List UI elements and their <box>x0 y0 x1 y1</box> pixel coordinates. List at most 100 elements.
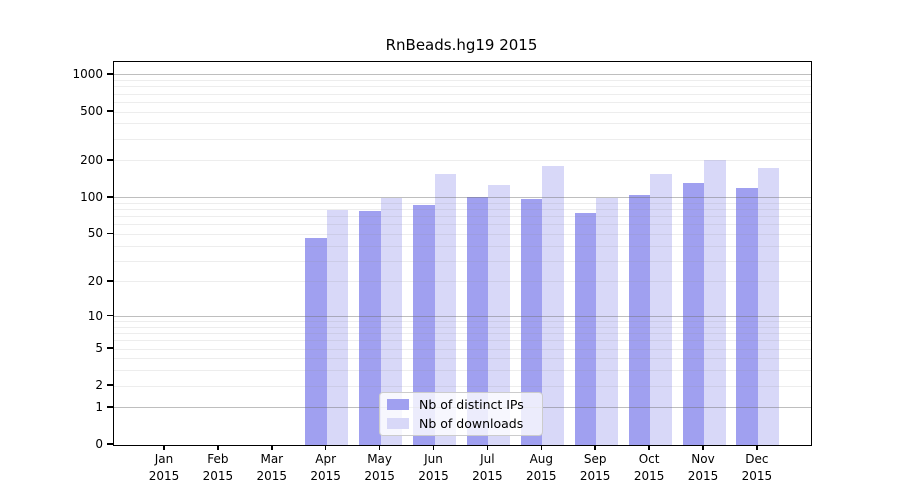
y-axis-tick <box>107 443 113 445</box>
x-tick-label-jan: Jan 2015 <box>148 452 180 483</box>
y-axis-tick <box>107 232 113 235</box>
gridline-400 <box>114 123 811 125</box>
y-tick-label: 0 <box>95 437 103 451</box>
x-axis-tick <box>378 445 381 450</box>
legend-item-downloads: Nb of downloads <box>380 416 542 431</box>
gridline-60 <box>114 224 811 226</box>
gridline-10 <box>114 316 811 318</box>
bar-downloads-oct <box>650 174 672 445</box>
gridline-70 <box>114 216 811 218</box>
bar-distinct-ips-jul <box>466 197 489 445</box>
x-tick-label-oct: Oct 2015 <box>633 452 665 483</box>
gridline-90 <box>114 202 811 204</box>
y-tick-label: 1 <box>95 399 103 414</box>
gridline-30 <box>114 260 811 262</box>
plot-area <box>113 61 812 446</box>
gridline-6 <box>114 340 811 342</box>
x-axis-tick <box>648 445 650 450</box>
y-axis-tick <box>107 347 113 349</box>
bar-downloads-sep <box>596 197 618 445</box>
bar-distinct-ips-aug <box>520 199 543 445</box>
gridline-800 <box>114 86 811 88</box>
x-axis-tick <box>594 445 596 450</box>
gridline-40 <box>114 245 811 247</box>
x-tick-label-feb: Feb 2015 <box>202 452 234 483</box>
y-tick-label: 200 <box>80 152 103 167</box>
bar-downloads-may <box>380 198 403 445</box>
y-tick-label: 500 <box>80 104 103 119</box>
gridline-600 <box>114 101 811 103</box>
y-tick-label: 50 <box>87 226 103 241</box>
y-tick-label: 5 <box>95 341 103 356</box>
y-axis-tick <box>107 159 113 161</box>
x-axis-tick <box>702 445 704 450</box>
x-axis-tick <box>756 445 758 450</box>
legend-swatch-distinct-ips <box>387 399 409 411</box>
x-axis-tick <box>486 445 489 450</box>
gridline-80 <box>114 209 811 211</box>
x-tick-label-jun: Jun 2015 <box>418 452 449 483</box>
bar-distinct-ips-apr <box>305 237 327 445</box>
y-axis-tick <box>107 196 113 198</box>
legend: Nb of distinct IPs Nb of downloads <box>379 392 543 436</box>
y-axis-tick <box>107 110 113 112</box>
y-tick-label: 2 <box>95 378 103 393</box>
y-axis-tick <box>107 406 113 408</box>
gridline-3 <box>114 370 811 372</box>
x-tick-label-apr: Apr 2015 <box>310 452 341 483</box>
legend-label-downloads: Nb of downloads <box>419 415 524 431</box>
bar-distinct-ips-jun <box>413 205 435 445</box>
gridline-7 <box>114 333 811 335</box>
x-axis-tick <box>432 445 435 450</box>
bar-downloads-dec <box>757 168 780 445</box>
gridline-5 <box>114 348 811 350</box>
y-tick-label: 100 <box>80 189 103 204</box>
gridline-200 <box>114 160 811 162</box>
gridline-700 <box>114 93 811 95</box>
x-tick-label-mar: Mar 2015 <box>256 452 288 483</box>
y-tick-label: 20 <box>87 273 103 288</box>
bar-downloads-jul <box>488 185 510 445</box>
gridline-4 <box>114 358 811 360</box>
x-axis-tick <box>217 445 219 450</box>
x-tick-label-sep: Sep 2015 <box>579 452 611 483</box>
x-tick-label-dec: Dec 2015 <box>741 452 773 483</box>
y-tick-label: 10 <box>87 308 103 323</box>
bar-distinct-ips-nov <box>682 183 704 445</box>
bar-downloads-jun <box>434 173 456 445</box>
bar-downloads-nov <box>704 160 726 445</box>
legend-item-distinct-ips: Nb of distinct IPs <box>380 397 542 412</box>
chart-title: RnBeads.hg19 2015 <box>385 36 538 54</box>
bar-distinct-ips-may <box>359 210 381 445</box>
gridline-100 <box>114 197 811 199</box>
bar-downloads-aug <box>542 166 564 445</box>
x-tick-label-nov: Nov 2015 <box>687 452 719 483</box>
legend-swatch-downloads <box>387 417 409 429</box>
x-axis-tick <box>163 445 165 450</box>
gridline-1000 <box>114 74 811 76</box>
bar-downloads-apr <box>326 209 349 445</box>
x-axis-tick <box>540 445 543 450</box>
y-tick-label: 1000 <box>72 66 103 81</box>
gridline-8 <box>114 326 811 328</box>
gridline-50 <box>114 233 811 235</box>
y-axis-tick <box>107 280 113 282</box>
x-tick-label-may: May 2015 <box>364 452 395 483</box>
gridline-300 <box>114 138 811 140</box>
bar-distinct-ips-oct <box>628 194 651 445</box>
y-axis-tick <box>107 73 113 75</box>
legend-label-distinct-ips: Nb of distinct IPs <box>419 397 524 413</box>
gridline-900 <box>114 80 811 82</box>
y-axis-tick <box>107 384 113 386</box>
gridline-500 <box>114 111 811 113</box>
x-tick-label-jul: Jul 2015 <box>472 452 503 483</box>
gridline-20 <box>114 281 811 283</box>
x-axis-tick <box>271 445 273 450</box>
gridline-2 <box>114 385 811 387</box>
bar-distinct-ips-dec <box>736 187 758 445</box>
y-axis-tick <box>107 314 113 317</box>
bar-distinct-ips-sep <box>574 213 597 445</box>
x-axis-tick <box>324 445 327 450</box>
x-tick-label-aug: Aug 2015 <box>526 452 557 483</box>
